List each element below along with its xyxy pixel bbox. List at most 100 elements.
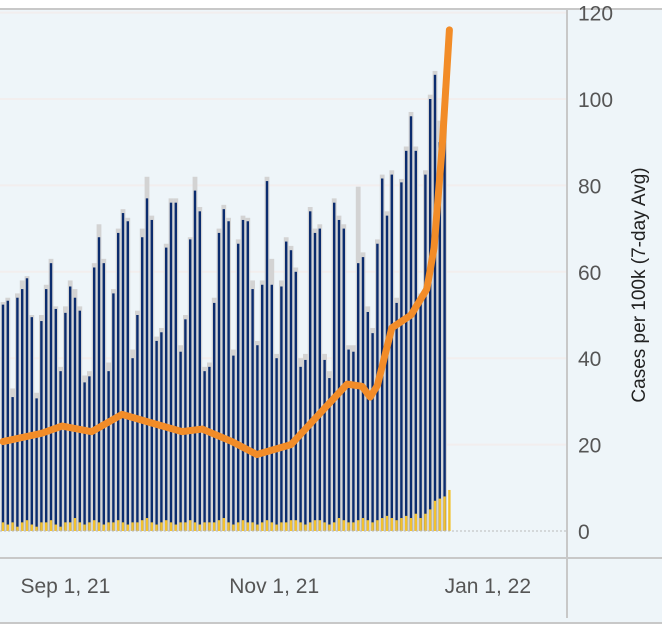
navy-bar (285, 241, 288, 531)
navy-bar (35, 398, 38, 531)
navy-bar (357, 263, 360, 531)
yellow-bar (270, 522, 273, 531)
navy-bar (366, 311, 369, 531)
yellow-bar (21, 522, 24, 531)
yellow-bar (395, 520, 398, 531)
navy-bar (333, 202, 336, 531)
navy-bar (6, 300, 9, 531)
yellow-bar (83, 524, 86, 531)
navy-bar (385, 215, 389, 531)
yellow-bar (443, 496, 446, 531)
yellow-bar (261, 522, 264, 531)
navy-bar (289, 250, 293, 531)
yellow-bar (318, 520, 321, 531)
yellow-bar (131, 522, 134, 531)
navy-bar (117, 232, 120, 532)
yellow-bar (390, 518, 393, 531)
navy-bar (429, 99, 432, 531)
yellow-bar (376, 520, 379, 531)
yellow-bar (198, 524, 201, 531)
yellow-bar (323, 522, 326, 531)
yellow-bar (78, 522, 81, 531)
navy-bar (1, 304, 5, 531)
yellow-bar (313, 520, 317, 531)
y-tick-label: 120 (578, 3, 613, 26)
navy-bar (93, 267, 96, 531)
navy-bar (405, 150, 408, 531)
navy-bar (323, 359, 326, 531)
yellow-bar (141, 520, 144, 531)
yellow-bar (30, 524, 33, 531)
yellow-bar (45, 522, 48, 531)
navy-bar (294, 271, 297, 531)
navy-bar (78, 310, 81, 531)
navy-bars (1, 74, 446, 532)
navy-bar (30, 317, 33, 531)
yellow-bar (347, 522, 350, 531)
navy-bar (83, 382, 86, 531)
navy-bar (342, 228, 345, 531)
yellow-bar (1, 522, 5, 531)
navy-bar (49, 263, 53, 531)
yellow-bar (385, 515, 389, 531)
yellow-bar (25, 520, 29, 531)
navy-bar (213, 302, 216, 531)
navy-bar (112, 293, 115, 531)
navy-bar (270, 284, 273, 531)
navy-bar (131, 358, 134, 531)
navy-bar (265, 181, 269, 531)
yellow-bar (304, 524, 307, 531)
yellow-bar (217, 520, 221, 531)
navy-bar (217, 232, 221, 532)
navy-bar (409, 116, 413, 531)
yellow-bar (174, 524, 177, 531)
navy-bar (179, 351, 182, 531)
navy-bar (352, 351, 355, 531)
navy-bar (390, 174, 393, 531)
yellow-bar (150, 522, 153, 531)
navy-bar (313, 232, 317, 532)
navy-bar (318, 228, 321, 531)
yellow-bar (256, 524, 259, 531)
x-tick-label: Nov 1, 21 (229, 575, 319, 598)
yellow-bar (333, 522, 336, 531)
y-tick-label: 80 (578, 175, 601, 198)
navy-bar (371, 333, 374, 531)
yellow-bar (251, 522, 254, 531)
navy-bar (337, 219, 341, 531)
yellow-bar (69, 522, 72, 531)
yellow-bar (107, 522, 110, 531)
yellow-bar (241, 520, 245, 531)
yellow-bar (294, 520, 297, 531)
navy-bar (40, 321, 43, 531)
yellow-bar (11, 522, 14, 531)
y-tick-label: 40 (578, 348, 601, 371)
yellow-bar (280, 522, 283, 531)
yellow-bar (121, 522, 125, 531)
yellow-bar (136, 522, 139, 531)
yellow-bar (275, 524, 278, 531)
footer-area (0, 624, 662, 642)
navy-bar (237, 243, 240, 531)
navy-bar (107, 371, 110, 531)
yellow-bar (429, 509, 432, 531)
navy-bar (54, 308, 57, 531)
yellow-bar (184, 522, 187, 531)
navy-bar (64, 312, 67, 531)
navy-bar (59, 371, 62, 531)
yellow-bar (16, 526, 19, 531)
yellow-bar (400, 518, 403, 531)
navy-bar (419, 302, 422, 531)
yellow-bar (232, 524, 235, 531)
navy-bar (275, 358, 278, 531)
navy-bar (88, 376, 91, 531)
yellow-bar (309, 522, 312, 531)
navy-bar (256, 345, 259, 531)
yellow-bar (40, 522, 43, 531)
yellow-bar (361, 518, 365, 531)
navy-bar (304, 359, 307, 531)
navy-bar (160, 332, 163, 531)
yellow-bar (189, 520, 192, 531)
navy-bar (174, 202, 177, 531)
yellow-bar (54, 524, 57, 531)
